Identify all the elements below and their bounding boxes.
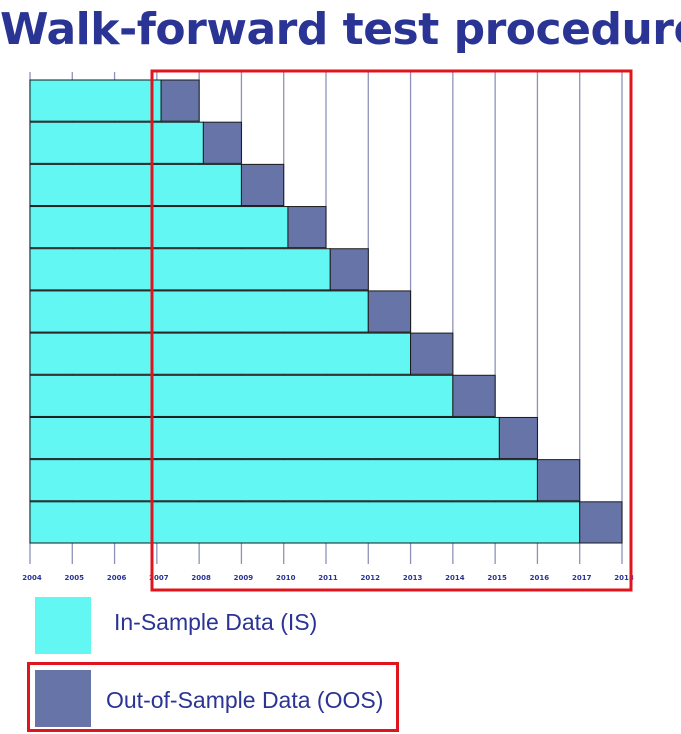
out-of-sample-bar [579,501,623,544]
in-sample-bar [29,501,581,544]
x-axis-ticks: 2004 2005 2006 2007 2008 2009 2010 2011 2012 2013… [22,574,634,582]
in-sample-bar [29,79,162,122]
in-sample-bar [29,374,454,417]
oos-highlight-box [150,69,633,592]
in-sample-bar [29,459,538,502]
x-tick-label: 2011 [318,574,338,582]
x-tick-label: 2007 [149,574,169,582]
x-tick-label: 2018 [614,574,634,582]
out-of-sample-bar [410,332,454,375]
legend-label-in-sample: In-Sample Data (IS) [114,609,318,635]
oos-legend-highlight [27,662,399,732]
x-tick-label: 2014 [445,574,465,582]
chart-title: Walk-forward test procedure [0,4,681,55]
in-sample-bar [29,121,204,164]
legend-swatch-in-sample [35,597,91,654]
out-of-sample-bar [240,163,285,207]
out-of-sample-bar [367,290,412,333]
in-sample-bar [29,163,242,207]
x-tick-label: 2008 [191,574,211,582]
x-tick-label: 2004 [22,574,42,582]
x-tick-label: 2015 [487,574,507,582]
out-of-sample-bar [536,459,581,502]
x-tick-label: 2009 [234,574,254,582]
in-sample-bar [29,332,412,375]
x-tick-label: 2010 [276,574,296,582]
out-of-sample-bar [329,248,369,291]
in-sample-bar [29,290,369,333]
x-tick-label: 2012 [361,574,381,582]
x-tick-label: 2013 [403,574,423,582]
walk-forward-chart: 2004 2005 2006 2007 2008 2009 2010 2011 2012 2013… [22,69,634,592]
x-tick-label: 2006 [107,574,127,582]
legend-label-out-of-sample: Out-of-Sample Data (OOS) [106,687,384,713]
out-of-sample-bar [452,374,496,417]
in-sample-bar [29,206,289,249]
out-of-sample-bar [498,416,538,460]
out-of-sample-bar [202,121,242,164]
out-of-sample-bar [160,79,200,122]
out-of-sample-bar [287,206,327,249]
in-sample-bar [29,416,500,460]
in-sample-bar [29,248,331,291]
legend-swatch-out-of-sample [35,670,91,727]
x-tick-label: 2016 [530,574,550,582]
bars [29,79,623,544]
x-tick-label: 2005 [65,574,85,582]
x-tick-label: 2017 [572,574,592,582]
